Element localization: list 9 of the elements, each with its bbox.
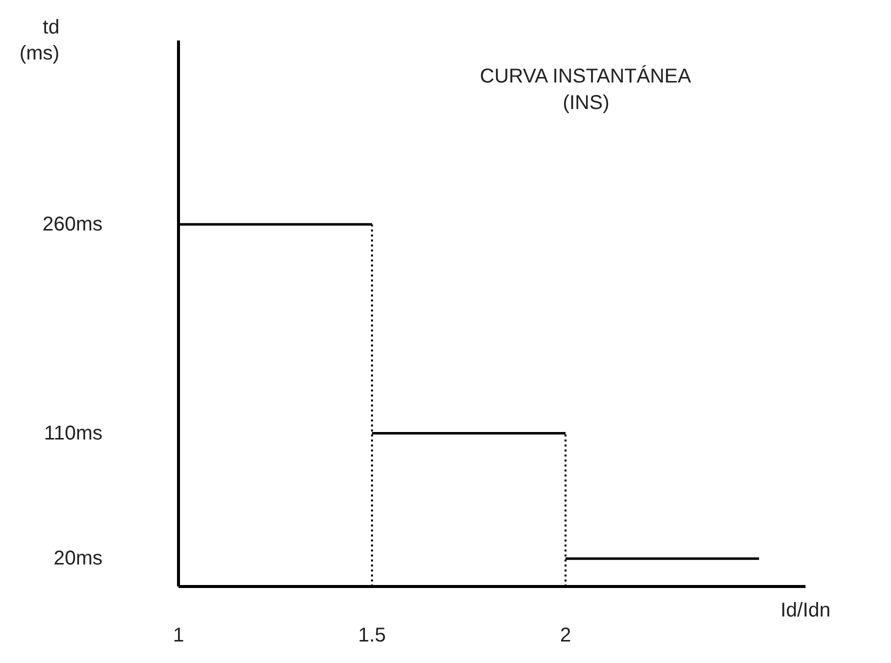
x-tick-label: 1.5 [358, 624, 386, 646]
y-tick-label: 110ms [44, 422, 102, 444]
text: CURVA INSTANTÁNEA (INS) [480, 64, 692, 114]
x-axis-title: Id/Idn [780, 600, 831, 622]
x-tick-label: 1 [172, 624, 184, 646]
x-tick-label: 2 [560, 624, 572, 646]
y-tick-label: 20ms [54, 548, 102, 570]
y-axis-title: td (ms) [19, 16, 60, 65]
y-tick-label: 260ms [42, 213, 102, 236]
